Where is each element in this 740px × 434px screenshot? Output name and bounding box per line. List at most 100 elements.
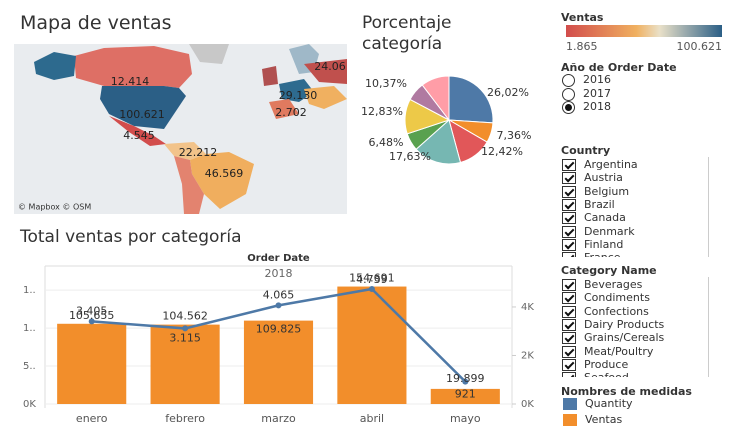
pie-slice bbox=[415, 119, 462, 165]
checkbox-label: Seafood bbox=[584, 371, 629, 377]
line-point bbox=[275, 302, 282, 309]
map-label: 29.130 bbox=[279, 89, 318, 102]
combo-chart: Order Date 2018 0K 5.. 1.. 1.. 0K 2K 4K enero febr… bbox=[23, 253, 534, 425]
checkbox-label: Meat/Poultry bbox=[584, 344, 654, 358]
pie-label: 12,42% bbox=[481, 145, 523, 158]
map-label: 22.212 bbox=[179, 146, 218, 159]
greenland bbox=[189, 44, 229, 64]
y2-tick-label: 0K bbox=[521, 399, 534, 410]
brazil bbox=[190, 152, 254, 209]
map-title: Mapa de ventas bbox=[20, 12, 172, 34]
column-header: Order Date bbox=[247, 253, 310, 264]
checkbox-label: Beverages bbox=[584, 278, 643, 291]
legend-title: Nombres de medidas bbox=[561, 385, 692, 398]
value-label: 3.115 bbox=[169, 331, 201, 344]
bar bbox=[150, 324, 220, 404]
usa bbox=[100, 86, 186, 129]
finland bbox=[304, 59, 347, 84]
y2-tick-label: 4K bbox=[521, 302, 534, 313]
map-label: 4.545 bbox=[123, 129, 155, 142]
checkbox[interactable] bbox=[562, 159, 576, 171]
map-label: 2.702 bbox=[275, 106, 307, 119]
pie-label: 26,02% bbox=[487, 86, 529, 99]
y-tick-label: 0K bbox=[23, 399, 36, 410]
checkbox[interactable] bbox=[562, 372, 576, 377]
checkbox[interactable] bbox=[562, 318, 576, 331]
checkbox-label: Finland bbox=[584, 237, 624, 251]
line-point bbox=[88, 318, 95, 325]
filter-title: Country bbox=[561, 144, 611, 157]
checkbox[interactable] bbox=[562, 358, 576, 371]
map-label: 24.06 bbox=[314, 60, 346, 73]
radio-label: 2016 bbox=[583, 73, 611, 86]
radio-button[interactable] bbox=[562, 87, 575, 101]
pie-label: 17,63% bbox=[389, 150, 431, 163]
map-attribution: © Mapbox © OSM bbox=[18, 203, 91, 212]
checkbox[interactable] bbox=[562, 198, 576, 211]
value-label: 19.899 bbox=[446, 372, 485, 385]
radio-button[interactable] bbox=[562, 101, 575, 114]
checkbox-label: Belgium bbox=[584, 184, 630, 198]
x-tick-label: marzo bbox=[261, 412, 296, 425]
canada bbox=[74, 46, 192, 88]
uk bbox=[262, 66, 278, 86]
legend-swatch bbox=[563, 413, 577, 426]
x-tick-label: mayo bbox=[450, 412, 481, 425]
legend-min: 1.865 bbox=[566, 40, 598, 53]
checkbox[interactable] bbox=[562, 279, 576, 291]
line-point bbox=[462, 378, 469, 385]
bar bbox=[243, 320, 314, 404]
checkbox[interactable] bbox=[562, 225, 576, 238]
y-tick-label: 1.. bbox=[23, 323, 36, 334]
pie-slice bbox=[448, 75, 494, 124]
radio-label: 2018 bbox=[583, 100, 611, 113]
bar bbox=[337, 286, 407, 404]
checkbox[interactable] bbox=[562, 238, 576, 251]
filter-title: Año de Order Date bbox=[561, 61, 677, 74]
checkbox-label: Denmark bbox=[584, 224, 635, 238]
line-point bbox=[368, 286, 375, 293]
pie-title: Porcentaje categoría bbox=[362, 13, 452, 54]
legend-label: Quantity bbox=[585, 397, 633, 410]
checkbox-label: Dairy Products bbox=[584, 317, 665, 331]
checkbox-label: France bbox=[584, 251, 621, 257]
checkbox-label: Austria bbox=[584, 171, 623, 185]
mexico bbox=[109, 116, 166, 146]
checkbox[interactable] bbox=[562, 212, 576, 225]
checkbox[interactable] bbox=[562, 305, 576, 318]
checkbox-label: Produce bbox=[584, 357, 629, 371]
east-europe bbox=[304, 86, 347, 109]
filter-title: Category Name bbox=[561, 264, 657, 277]
line-point bbox=[182, 325, 189, 332]
checkbox[interactable] bbox=[562, 292, 576, 305]
legend-max: 100.621 bbox=[676, 40, 723, 53]
bar bbox=[430, 388, 500, 404]
combo-title: Total ventas por categoría bbox=[20, 227, 242, 247]
y-tick-label: 1.. bbox=[23, 285, 36, 296]
radio-label: 2017 bbox=[583, 86, 611, 100]
map-label: 46.569 bbox=[205, 167, 244, 180]
value-label: 154.691 bbox=[349, 272, 395, 285]
filter-list: Beverages Condiments Confections Dairy Prod… bbox=[558, 277, 709, 377]
map-label: 12.414 bbox=[111, 75, 150, 88]
y-tick-label: 5.. bbox=[23, 361, 36, 372]
checkbox[interactable] bbox=[562, 185, 576, 198]
central-europe bbox=[279, 79, 314, 102]
checkbox-label: Confections bbox=[584, 304, 649, 318]
value-label: 105.655 bbox=[69, 309, 115, 322]
x-tick-label: enero bbox=[76, 412, 108, 425]
value-label: 4.739 bbox=[356, 273, 388, 286]
checkbox[interactable] bbox=[562, 172, 576, 185]
pie-label: 7,36% bbox=[497, 129, 532, 142]
france bbox=[269, 99, 299, 119]
checkbox-label: Canada bbox=[584, 211, 626, 225]
radio-button[interactable] bbox=[562, 74, 575, 87]
checkbox[interactable] bbox=[562, 332, 576, 345]
map: 12.414 100.621 4.545 22.212 46.569 24.06 29.13… bbox=[14, 44, 347, 214]
checkbox-label: Argentina bbox=[584, 158, 638, 171]
pie-label: 6,48% bbox=[369, 136, 404, 149]
legend-title: Ventas bbox=[561, 11, 604, 24]
checkbox[interactable] bbox=[562, 345, 576, 358]
checkbox[interactable] bbox=[562, 252, 576, 257]
